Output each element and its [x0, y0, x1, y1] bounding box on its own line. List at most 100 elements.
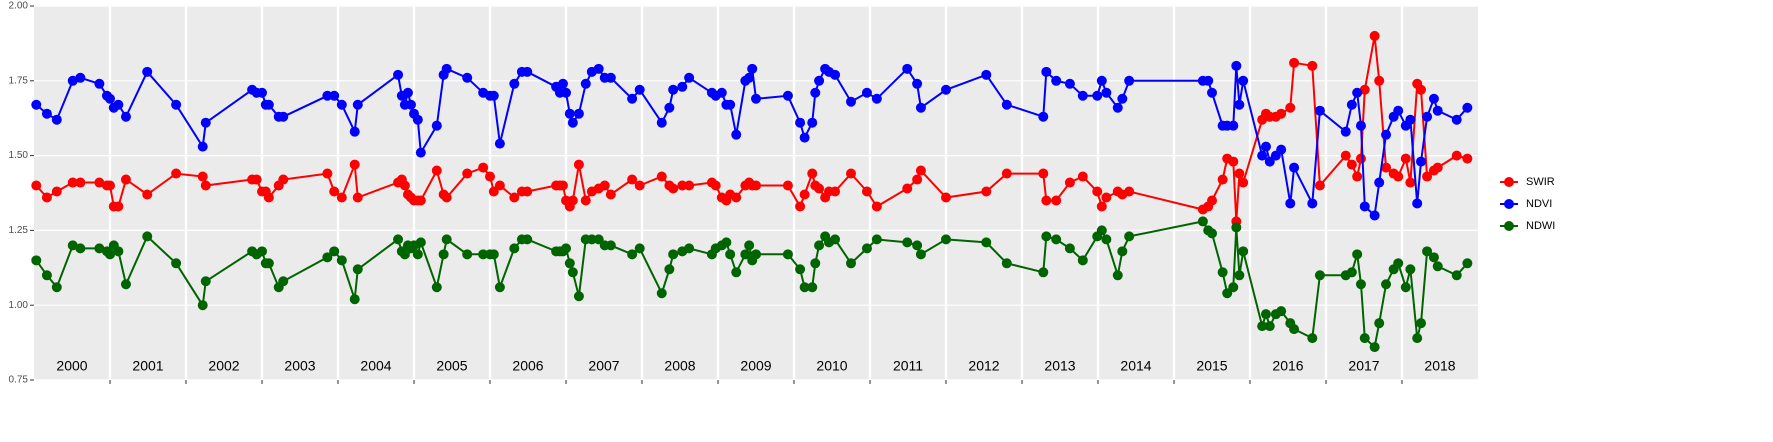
point — [664, 264, 675, 275]
point — [861, 87, 872, 98]
point — [1238, 177, 1249, 188]
point — [1001, 258, 1012, 269]
point — [1307, 60, 1318, 71]
point — [1051, 75, 1062, 86]
point — [522, 234, 533, 245]
point — [1041, 195, 1052, 206]
year-label: 2017 — [1348, 358, 1379, 374]
point — [830, 234, 841, 245]
point — [51, 282, 62, 293]
point — [1381, 129, 1392, 140]
point — [1393, 105, 1404, 116]
point — [573, 159, 584, 170]
point — [1264, 321, 1275, 332]
point — [725, 249, 736, 260]
point — [1374, 318, 1385, 329]
year-label: 2005 — [436, 358, 467, 374]
point — [656, 117, 667, 128]
y-tick-label: 1.00 — [9, 300, 29, 311]
point — [1374, 177, 1385, 188]
point — [393, 234, 404, 245]
point — [329, 186, 340, 197]
point — [415, 195, 426, 206]
point — [329, 90, 340, 101]
point — [349, 294, 360, 305]
point — [478, 162, 489, 173]
point — [113, 99, 124, 110]
point — [405, 99, 416, 110]
point — [1260, 309, 1271, 320]
point — [731, 192, 742, 203]
point — [329, 246, 340, 257]
point — [1231, 60, 1242, 71]
point — [861, 243, 872, 254]
point — [263, 258, 274, 269]
point — [634, 84, 645, 95]
point — [1285, 102, 1296, 113]
point — [31, 255, 42, 266]
y-tick-label: 2.00 — [9, 1, 29, 12]
point — [1101, 234, 1112, 245]
point — [593, 63, 604, 74]
point — [871, 234, 882, 245]
point — [1432, 162, 1443, 173]
point — [200, 117, 211, 128]
point — [41, 108, 52, 119]
point — [1346, 99, 1357, 110]
point — [1257, 321, 1268, 332]
point — [1234, 99, 1245, 110]
point — [1416, 318, 1426, 329]
point — [485, 171, 495, 182]
point — [67, 177, 78, 188]
point — [322, 252, 333, 263]
point — [1451, 150, 1462, 161]
point — [1096, 201, 1107, 212]
point — [912, 174, 923, 185]
point — [31, 180, 42, 191]
point — [462, 168, 473, 179]
point — [941, 192, 951, 203]
point — [1422, 171, 1433, 182]
point — [1355, 279, 1366, 290]
point — [488, 249, 499, 260]
point — [744, 72, 755, 83]
point — [522, 186, 533, 197]
point — [1077, 255, 1088, 266]
point — [41, 270, 52, 281]
point — [1307, 333, 1318, 344]
year-label: 2000 — [56, 358, 87, 374]
point — [67, 75, 78, 86]
point — [509, 243, 520, 254]
point — [431, 165, 442, 176]
point — [981, 69, 992, 80]
point — [941, 234, 951, 245]
point — [1374, 75, 1385, 86]
point — [1369, 30, 1380, 41]
year-label: 2010 — [816, 358, 847, 374]
year-label: 2011 — [893, 358, 923, 374]
point — [1117, 246, 1128, 257]
point — [1096, 75, 1107, 86]
year-label: 2008 — [664, 358, 695, 374]
point — [51, 114, 62, 125]
point — [67, 240, 78, 251]
point — [1369, 210, 1380, 221]
point — [1234, 270, 1245, 281]
point — [441, 192, 452, 203]
point — [1234, 168, 1245, 179]
point — [1462, 258, 1473, 269]
year-label: 2004 — [360, 358, 391, 374]
point — [1092, 186, 1103, 197]
point — [871, 93, 882, 104]
point — [1276, 108, 1287, 119]
point — [810, 258, 821, 269]
point — [1369, 342, 1380, 353]
point — [1203, 75, 1214, 86]
point — [599, 180, 610, 191]
point — [830, 69, 841, 80]
point — [1217, 174, 1228, 185]
point — [462, 249, 473, 260]
point — [668, 183, 679, 194]
point — [721, 237, 732, 248]
point — [105, 93, 115, 104]
